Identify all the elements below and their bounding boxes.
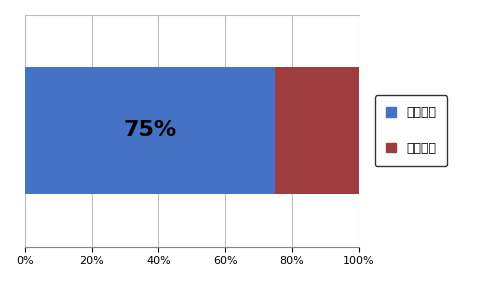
- Bar: [25, 67, 275, 194]
- Legend: 平日開催, 休日開催: 平日開催, 休日開催: [375, 95, 447, 166]
- Text: 75%: 75%: [124, 121, 177, 140]
- Bar: [275, 67, 359, 194]
